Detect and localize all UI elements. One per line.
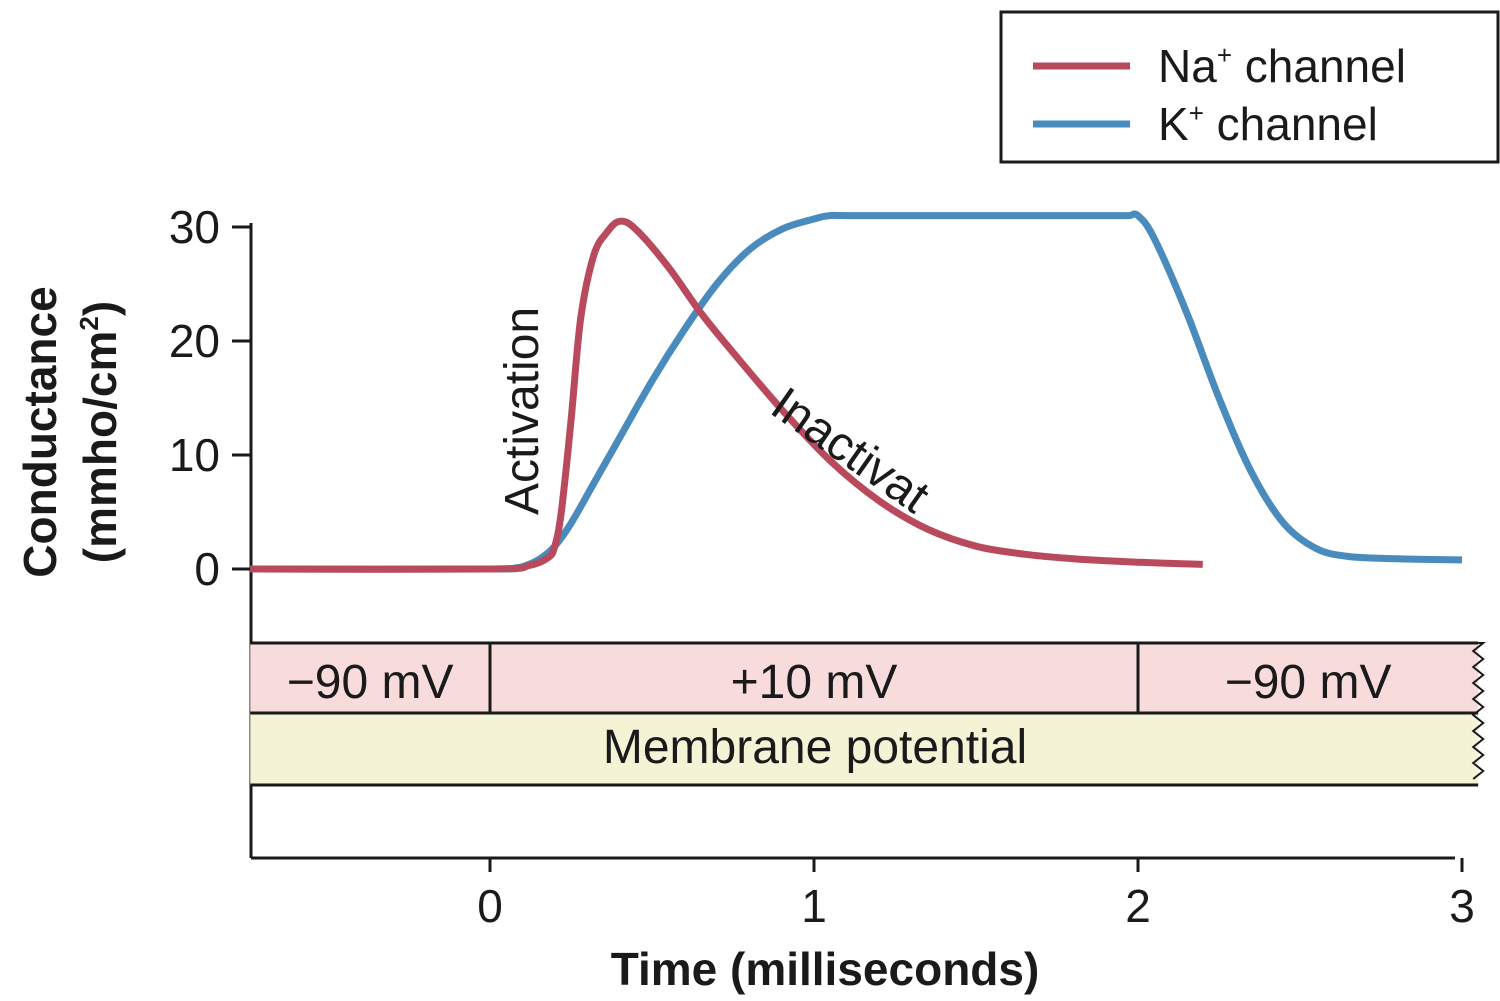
y-tick-label-20: 20 [169, 315, 220, 367]
voltage-label-0: −90 mV [287, 656, 454, 709]
y-axis-title-line2: (mmho/cm2) [74, 301, 126, 563]
x-axis-title: Time (milliseconds) [611, 943, 1040, 995]
x-tick-label-2: 2 [1125, 880, 1151, 932]
x-tick-label-0: 0 [477, 880, 503, 932]
membrane-potential-label: Membrane potential [603, 721, 1027, 774]
k-channel-line [250, 210, 1463, 573]
inactivation-annotation: Inactivat [762, 378, 939, 524]
x-ticks: 0 1 2 3 [477, 858, 1475, 932]
band-break-edge [1471, 642, 1487, 780]
series-group [250, 210, 1463, 573]
membrane-potential-bands: −90 mV +10 mV −90 mV Membrane potential [250, 641, 1487, 787]
legend-label-na: Na+ channel [1158, 40, 1406, 92]
na-channel-line [250, 217, 1203, 573]
y-axis-title: Conductance (mmho/cm2) [14, 286, 126, 577]
legend-box [999, 10, 1500, 164]
voltage-label-1: +10 mV [731, 656, 898, 709]
y-axis-title-line1: Conductance [14, 286, 66, 577]
membrane-label-band-background [250, 713, 1479, 785]
x-tick-label-3: 3 [1449, 880, 1475, 932]
voltage-label-2: −90 mV [1225, 656, 1392, 709]
legend-label-k: K+ channel [1158, 98, 1378, 150]
activation-annotation: Activation [496, 307, 549, 515]
legend: Na+ channel K+ channel [999, 10, 1500, 164]
x-tick-label-1: 1 [801, 880, 827, 932]
y-ticks: 0 10 20 30 [169, 201, 251, 595]
y-tick-label-10: 10 [169, 429, 220, 481]
y-tick-label-0: 0 [194, 543, 220, 595]
y-tick-label-30: 30 [169, 201, 220, 253]
voltage-band-background [250, 643, 1479, 713]
